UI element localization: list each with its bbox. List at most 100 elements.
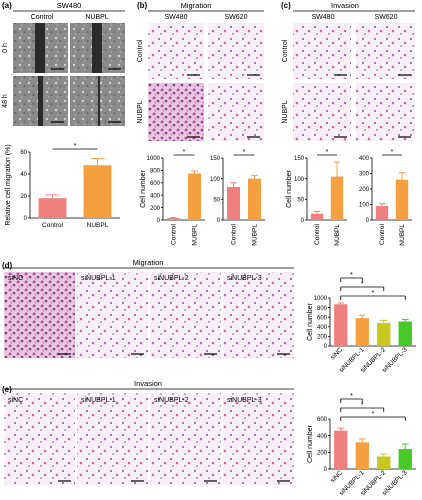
panel-b-image: [208, 83, 264, 141]
panel-e-image-label: siNC: [8, 397, 23, 404]
y-tick-label: 200: [317, 335, 328, 341]
bar: [38, 198, 67, 218]
y-axis-label: Cell number: [307, 424, 314, 462]
panel-a-label: (a): [2, 1, 12, 10]
x-tick-label: Control: [379, 223, 386, 245]
panel-c-col-sw480: SW480: [312, 14, 335, 21]
wound-gap: [98, 76, 100, 126]
x-tick-label: Control: [171, 223, 178, 245]
y-tick-label: 0: [157, 218, 161, 224]
y-axis-label: Relative cell migration (%): [5, 144, 12, 225]
panel-b-col-sw620: SW620: [225, 14, 248, 21]
x-tick-label: NUBPL: [334, 224, 341, 246]
sig-star: *: [361, 281, 364, 288]
panel-a-image: [70, 76, 125, 126]
panel-c-image: [293, 83, 351, 141]
y-tick-label: 40: [20, 172, 27, 178]
panel-d-chart: 02004006008001000siNCsiNUBPL-1siNUBPL-2s…: [307, 272, 416, 374]
y-tick-label: 200: [317, 451, 328, 457]
y-tick-label: 0: [301, 218, 305, 224]
bar: [247, 178, 262, 220]
bar: [310, 213, 324, 220]
y-tick-label: 400: [317, 434, 328, 440]
panel-a-row-0h: 0 h: [2, 43, 9, 53]
panel-c-image: [356, 83, 415, 141]
y-tick-label: 800: [317, 306, 328, 312]
bar: [395, 179, 409, 220]
wound-gap: [38, 76, 43, 126]
panel-b-image: [148, 83, 204, 141]
bar: [187, 173, 202, 220]
y-tick-label: 100: [359, 203, 370, 209]
y-axis-label: Cell number: [286, 169, 293, 207]
panel-e-image: [150, 393, 221, 485]
panel-e-image-label: siNUBPL-3: [227, 397, 262, 404]
bar: [355, 318, 369, 346]
y-tick-label: 200: [359, 187, 370, 193]
panel-d-image: [223, 272, 294, 358]
y-tick-label: 0: [217, 218, 221, 224]
sig-star: *: [372, 290, 375, 297]
y-tick-label: 0: [324, 467, 328, 473]
panel-c-chart-sw620: 0 100 200 300 400 Control NUBPL *: [359, 149, 412, 246]
bar: [334, 430, 348, 469]
panel-b-title: Migration: [181, 1, 212, 10]
sig-star: *: [361, 402, 364, 409]
x-tick-label: NUBPL: [192, 224, 199, 246]
y-tick-label: 1000: [314, 296, 328, 302]
panel-c-image: [293, 23, 351, 79]
y-tick-label: 0: [366, 218, 370, 224]
panel-c-title: Invasion: [331, 1, 359, 10]
panel-d-title: Migration: [133, 258, 164, 267]
panel-a-chart: 0 20 40 60 Control NUBPL Relative cell migrati…: [5, 143, 120, 229]
panel-e-image-label: siNUBPL-2: [154, 397, 189, 404]
panel-e-chart: 0200400600siNCsiNUBPL-1siNUBPL-2siNUBPL-…: [307, 393, 416, 497]
wound-gap: [35, 23, 45, 73]
panel-d-image: [77, 272, 148, 358]
y-tick-label: 0: [24, 216, 28, 222]
panel-c-chart-sw480: 0 50 100 150 Control NUBPL Cell number *: [286, 149, 347, 246]
y-tick-label: 400: [150, 193, 161, 199]
bar: [355, 442, 369, 469]
sig-star: *: [391, 149, 394, 156]
bar: [166, 218, 181, 220]
sig-star: *: [326, 149, 329, 156]
bar: [377, 456, 391, 469]
panel-a-col-control: Control: [31, 14, 54, 21]
bar: [377, 322, 391, 346]
y-axis-label: Cell number: [307, 302, 314, 340]
panel-c-image: [356, 23, 415, 79]
bar: [398, 449, 412, 469]
y-tick-label: 1000: [147, 156, 161, 162]
wound-gap: [92, 23, 102, 73]
panel-c-row-nubpl: NUBPL: [282, 100, 289, 123]
y-tick-label: 600: [317, 417, 328, 423]
y-tick-label: 800: [150, 169, 161, 175]
y-tick-label: 400: [317, 325, 328, 331]
y-tick-label: 60: [20, 150, 27, 156]
y-tick-label: 50: [213, 198, 220, 204]
panel-d-image: [150, 272, 221, 358]
panel-d-image-label: siNC: [8, 275, 23, 282]
panel-b-image: [208, 23, 264, 79]
bar: [334, 304, 348, 346]
panel-d-image-label: siNUBPL-1: [81, 275, 116, 282]
panel-d-image-label: siNUBPL-2: [154, 275, 189, 282]
x-tick-label: NUBPL: [87, 222, 109, 229]
panel-e-image: [223, 393, 294, 485]
y-tick-label: 150: [294, 156, 305, 162]
panel-d-image: [4, 272, 75, 358]
y-tick-label: 150: [210, 156, 221, 162]
y-tick-label: 300: [359, 172, 370, 178]
panel-c-col-sw620: SW620: [375, 14, 398, 21]
panel-d-label: (d): [2, 261, 13, 270]
panel-e-image: [77, 393, 148, 485]
sig-star: *: [350, 272, 353, 279]
x-tick-label: Control: [42, 222, 64, 229]
x-tick-label: siNC: [329, 469, 344, 484]
panel-b-row-control: Control: [137, 39, 144, 62]
panel-b-col-sw480: SW480: [165, 14, 188, 21]
bar: [330, 176, 344, 220]
panel-e-image-label: siNUBPL-1: [81, 397, 116, 404]
panel-b-image: [148, 23, 204, 79]
